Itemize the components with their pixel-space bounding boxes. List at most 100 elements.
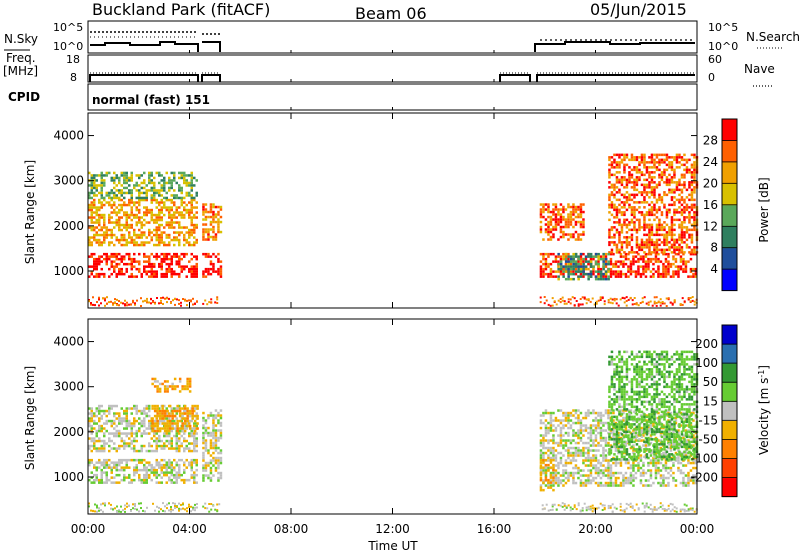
echo-cell [193, 471, 196, 474]
echo-cell [589, 434, 593, 437]
echo-cell [610, 201, 614, 204]
echo-cell [219, 265, 223, 268]
echo-cell [190, 270, 193, 273]
echo-cell [635, 236, 639, 239]
echo-cell [559, 459, 563, 462]
echo-cell [113, 427, 116, 430]
echo-cell [191, 409, 194, 413]
echo-cell [209, 461, 213, 465]
echo-cell [155, 437, 158, 440]
echo-cell [103, 422, 106, 425]
echo-cell [547, 459, 550, 462]
echo-cell [620, 246, 624, 249]
echo-cell [125, 463, 128, 467]
echo-cell [622, 419, 625, 422]
echo-cell [690, 198, 694, 202]
echo-cell [582, 429, 585, 432]
echo-cell [204, 267, 208, 271]
echo-cell [643, 173, 646, 177]
echo-cell [587, 474, 590, 477]
echo-cell [207, 215, 210, 219]
echo-cell [180, 203, 183, 207]
echo-cell [191, 404, 194, 408]
echo-cell [120, 270, 123, 273]
echo-cell [615, 302, 618, 305]
echo-cell [153, 424, 157, 428]
echo-cell [163, 429, 167, 433]
echo-cell [643, 186, 646, 189]
echo-cell [183, 385, 187, 388]
echo-cell [214, 434, 218, 437]
echo-cell [552, 439, 555, 442]
echo-cell [123, 409, 126, 413]
echo-cell [577, 409, 580, 412]
echo-cell [569, 205, 573, 209]
echo-cell [622, 265, 625, 268]
echo-cell [635, 183, 639, 187]
echo-cell [665, 181, 669, 184]
echo-cell [567, 238, 570, 241]
echo-cell [175, 437, 178, 440]
echo-cell [633, 213, 636, 217]
echo-cell [193, 255, 196, 258]
echo-cell [175, 236, 178, 239]
echo-cell [539, 426, 543, 430]
echo-cell [619, 255, 623, 258]
echo-cell [108, 439, 111, 443]
echo-cell [584, 272, 588, 276]
echo-cell [625, 191, 629, 194]
echo-cell [178, 473, 181, 477]
echo-cell [587, 277, 590, 281]
echo-cell [195, 424, 198, 428]
echo-cell [135, 216, 138, 219]
echo-cell [579, 223, 583, 226]
echo-cell [161, 414, 164, 418]
echo-cell [130, 241, 133, 244]
echo-cell [567, 233, 570, 236]
echo-cell [613, 440, 616, 444]
echo-cell [103, 231, 106, 234]
echo-cell [619, 484, 623, 487]
echo-cell [613, 358, 616, 361]
echo-cell [140, 186, 143, 190]
echo-cell [637, 466, 640, 470]
echo-cell [140, 449, 143, 453]
echo-cell [105, 233, 108, 237]
echo-cell [572, 265, 575, 268]
echo-cell [574, 434, 578, 437]
echo-cell [153, 407, 157, 410]
echo-cell [108, 432, 111, 435]
echo-cell [155, 476, 158, 479]
echo-cell [178, 265, 181, 268]
echo-cell [615, 435, 619, 439]
echo-cell [640, 173, 644, 177]
echo-cell [539, 220, 543, 224]
echo-cell [90, 414, 93, 418]
echo-cell [95, 447, 98, 450]
echo-cell [90, 481, 93, 484]
echo-cell [597, 424, 600, 427]
echo-cell [660, 241, 664, 244]
echo-cell [564, 441, 568, 445]
echo-cell [688, 186, 691, 189]
echo-cell [604, 456, 608, 460]
echo-cell [219, 409, 223, 412]
echo-cell [577, 421, 580, 425]
echo-cell [98, 478, 101, 482]
echo-cell [567, 471, 570, 475]
echo-cell [637, 252, 640, 256]
echo-cell [120, 458, 123, 462]
echo-cell [664, 252, 668, 256]
echo-cell [610, 398, 614, 401]
echo-cell [610, 358, 614, 361]
echo-cell [120, 233, 123, 237]
echo-cell [204, 421, 208, 425]
echo-cell [539, 252, 543, 256]
echo-cell [115, 447, 118, 450]
echo-cell [608, 173, 611, 177]
echo-cell [632, 446, 635, 450]
echo-cell [594, 456, 598, 460]
echo-cell [202, 223, 205, 226]
echo-cell [207, 416, 210, 420]
echo-cell [633, 166, 636, 169]
